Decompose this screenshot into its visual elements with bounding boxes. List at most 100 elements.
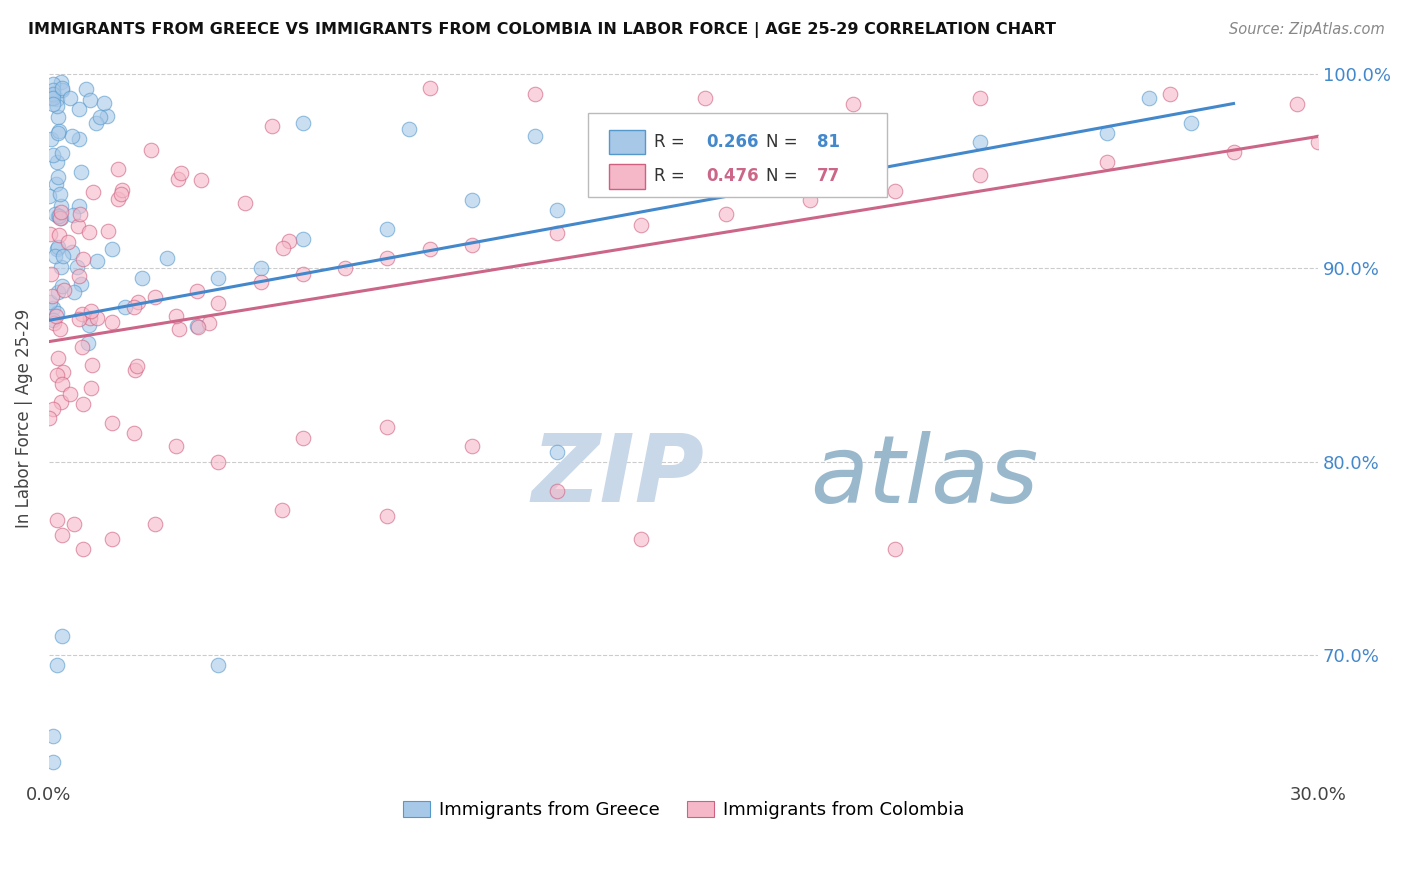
Point	[419, 242, 441, 256]
Point	[693, 91, 716, 105]
Point	[42, 96, 65, 111]
FancyBboxPatch shape	[609, 129, 645, 154]
Point	[45, 177, 67, 191]
Point	[93, 96, 115, 111]
Point	[461, 194, 484, 208]
Point	[80, 303, 103, 318]
Point	[86, 310, 108, 325]
Point	[38, 411, 60, 425]
Text: IMMIGRANTS FROM GREECE VS IMMIGRANTS FROM COLOMBIA IN LABOR FORCE | AGE 25-29 CO: IMMIGRANTS FROM GREECE VS IMMIGRANTS FRO…	[28, 22, 1056, 38]
Point	[46, 513, 69, 527]
Point	[39, 132, 62, 146]
Point	[101, 532, 124, 546]
Point	[67, 198, 90, 212]
Point	[249, 261, 271, 276]
Point	[166, 172, 188, 186]
Point	[79, 311, 101, 326]
Point	[86, 116, 108, 130]
Point	[53, 283, 76, 297]
Point	[377, 419, 399, 434]
Point	[67, 312, 90, 326]
Point	[52, 249, 75, 263]
Point	[96, 109, 118, 123]
Point	[1285, 96, 1308, 111]
Point	[101, 416, 124, 430]
Point	[82, 186, 104, 200]
Point	[524, 87, 547, 101]
Point	[51, 377, 73, 392]
Point	[165, 310, 187, 324]
FancyBboxPatch shape	[609, 164, 645, 189]
Text: 0.476: 0.476	[706, 168, 759, 186]
Point	[45, 309, 67, 323]
Point	[461, 439, 484, 453]
Point	[48, 227, 70, 242]
Point	[48, 124, 70, 138]
Point	[111, 183, 134, 197]
Point	[291, 267, 314, 281]
Point	[377, 508, 399, 523]
Point	[419, 81, 441, 95]
Point	[72, 252, 94, 266]
Point	[51, 279, 73, 293]
Point	[46, 92, 69, 106]
Point	[143, 290, 166, 304]
Point	[969, 135, 991, 149]
Point	[233, 196, 256, 211]
FancyBboxPatch shape	[588, 113, 887, 196]
Point	[190, 173, 212, 187]
Point	[546, 202, 568, 217]
Point	[1137, 91, 1160, 105]
Point	[46, 170, 69, 185]
Point	[101, 242, 124, 256]
Point	[42, 147, 65, 161]
Point	[187, 320, 209, 334]
Point	[41, 87, 63, 102]
Point	[69, 165, 91, 179]
Point	[51, 528, 73, 542]
Point	[969, 168, 991, 182]
Point	[1095, 126, 1118, 140]
Text: ZIP: ZIP	[531, 430, 704, 522]
Text: R =: R =	[654, 168, 690, 186]
Text: N =: N =	[766, 133, 803, 151]
Point	[46, 368, 69, 382]
Point	[42, 87, 65, 101]
Point	[66, 260, 89, 275]
Point	[67, 103, 90, 117]
Point	[75, 81, 97, 95]
Point	[51, 145, 73, 160]
Point	[48, 322, 70, 336]
Legend: Immigrants from Greece, Immigrants from Colombia: Immigrants from Greece, Immigrants from …	[395, 794, 972, 826]
Point	[270, 503, 292, 517]
Point	[42, 77, 65, 91]
Point	[97, 224, 120, 238]
Point	[67, 219, 90, 234]
Point	[398, 121, 420, 136]
Point	[672, 174, 695, 188]
Point	[271, 241, 294, 255]
Point	[72, 396, 94, 410]
Point	[461, 237, 484, 252]
Point	[1180, 116, 1202, 130]
Point	[377, 252, 399, 266]
Point	[143, 516, 166, 531]
Point	[377, 222, 399, 236]
Point	[77, 336, 100, 351]
Point	[546, 226, 568, 240]
Point	[197, 316, 219, 330]
Point	[41, 267, 63, 281]
Point	[45, 306, 67, 320]
Point	[51, 260, 73, 274]
Point	[51, 81, 73, 95]
Point	[52, 365, 75, 379]
Point	[56, 235, 79, 250]
Point	[42, 730, 65, 744]
Point	[122, 425, 145, 440]
Point	[131, 270, 153, 285]
Point	[79, 93, 101, 107]
Point	[48, 240, 70, 254]
Point	[69, 206, 91, 220]
Point	[48, 209, 70, 223]
Point	[42, 91, 65, 105]
